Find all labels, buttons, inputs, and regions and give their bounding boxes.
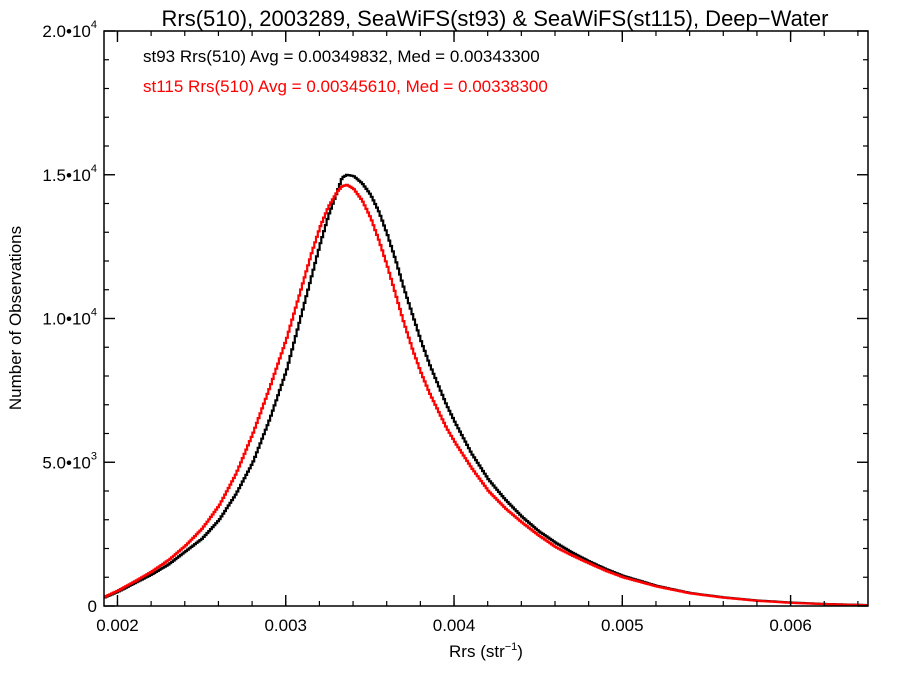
x-tick-label: 0.004 — [433, 616, 476, 635]
legend: st93 Rrs(510) Avg = 0.00349832, Med = 0.… — [143, 47, 548, 96]
legend-entry-st93: st93 Rrs(510) Avg = 0.00349832, Med = 0.… — [143, 47, 540, 66]
x-axis-ticks: 0.002 0.003 0.004 0.005 0.006 — [96, 31, 859, 635]
y-axis-label: Number of Observations — [6, 226, 25, 410]
chart-title: Rrs(510), 2003289, SeaWiFS(st93) & SeaWi… — [162, 6, 829, 31]
y-tick-label: 1.0•104 — [42, 307, 97, 329]
x-axis-label: Rrs (str−1) — [449, 641, 523, 661]
plot-frame — [103, 30, 869, 607]
y-tick-label: 1.5•104 — [42, 163, 97, 185]
y-tick-label: 0 — [88, 597, 97, 616]
x-tick-label: 0.002 — [96, 616, 139, 635]
x-tick-label: 0.006 — [769, 616, 812, 635]
y-tick-label: 2.0•104 — [42, 19, 97, 41]
y-axis-ticks: 0 5.0•103 1.0•104 1.5•104 2.0•104 — [42, 19, 868, 616]
x-tick-label: 0.005 — [601, 616, 644, 635]
y-tick-label: 5.0•103 — [42, 450, 97, 472]
series-lines — [104, 173, 869, 607]
x-tick-label: 0.003 — [264, 616, 307, 635]
legend-entry-st115: st115 Rrs(510) Avg = 0.00345610, Med = 0… — [143, 77, 548, 96]
x-axis-label-superscript: −1 — [505, 641, 518, 653]
series-line-st115 — [104, 183, 869, 607]
